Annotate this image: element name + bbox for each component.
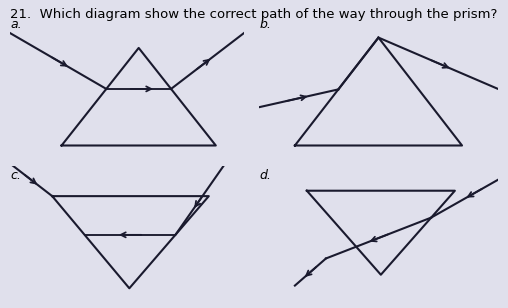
Text: c.: c.: [10, 169, 21, 182]
Text: 21.  Which diagram show the correct path of the way through the prism?: 21. Which diagram show the correct path …: [10, 8, 497, 21]
Text: a.: a.: [10, 18, 22, 31]
Text: d.: d.: [259, 169, 271, 182]
Text: b.: b.: [259, 18, 271, 31]
